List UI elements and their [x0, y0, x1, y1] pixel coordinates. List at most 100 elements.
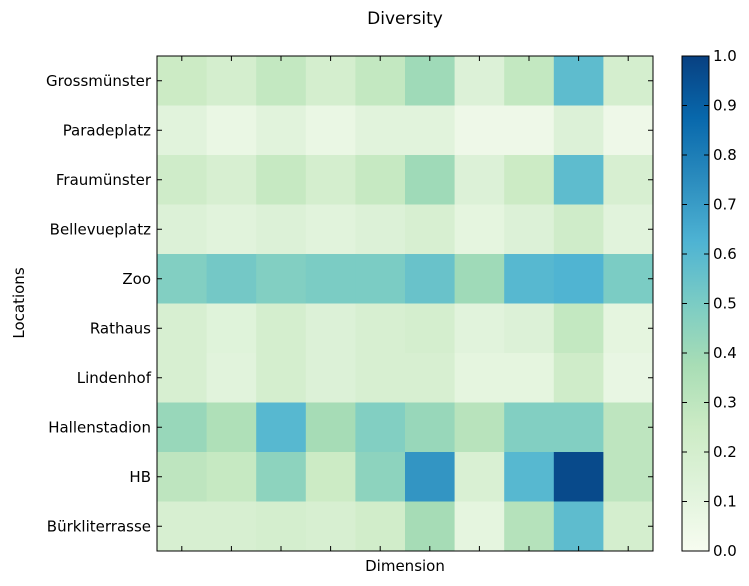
heatmap-cell	[454, 105, 505, 156]
heatmap-cell	[504, 501, 555, 552]
heatmap-cell	[157, 402, 207, 453]
heatmap-cell	[603, 56, 654, 106]
heatmap-cell	[504, 303, 555, 354]
heatmap-cell	[603, 501, 654, 552]
heatmap-cell	[157, 303, 207, 354]
y-axis-label: Locations	[10, 267, 28, 338]
heatmap-cell	[454, 303, 505, 354]
heatmap-cell	[206, 105, 257, 156]
heatmap-cell	[504, 254, 555, 304]
heatmap-cell	[256, 254, 307, 304]
heatmap-cell	[553, 452, 604, 502]
heatmap-cell	[256, 402, 307, 453]
column-ticks	[181, 56, 629, 551]
heatmap-cell	[405, 452, 455, 502]
heatmap-cell	[553, 303, 604, 354]
heatmap-cell	[355, 303, 406, 354]
heatmap-cell	[256, 155, 307, 205]
colorbar-tick-label: 0.6	[713, 245, 737, 263]
heatmap-cell	[504, 105, 555, 156]
heatmap-cell	[504, 56, 555, 106]
heatmap-cell	[256, 204, 307, 255]
plot-frame	[156, 55, 654, 552]
heatmap-cell	[355, 105, 406, 156]
heatmap-cell	[355, 204, 406, 255]
colorbar-tick-label: 0.1	[713, 493, 737, 511]
heatmap-cell	[305, 105, 356, 156]
row-tick-label: Fraumünster	[56, 171, 152, 189]
colorbar-ticks: 0.0 0.1 0.2 0.3 0.4 0.5 0.6 0.7 0.8 0.9 1.0	[682, 47, 737, 560]
heatmap-cell	[454, 204, 505, 255]
heatmap-cell	[305, 204, 356, 255]
heatmap-cell	[405, 56, 455, 106]
colorbar-tick-label: 0.9	[713, 97, 737, 115]
heatmap-cell	[603, 155, 654, 205]
colorbar-tick-label: 0.4	[713, 344, 737, 362]
heatmap-cell	[405, 254, 455, 304]
heatmap-cell	[405, 303, 455, 354]
heatmap-cell	[305, 501, 356, 552]
heatmap-cell	[355, 254, 406, 304]
row-tick-label: HB	[129, 468, 151, 486]
heatmap-cell	[355, 402, 406, 453]
heatmap-cell	[603, 204, 654, 255]
heatmap-cell	[305, 353, 356, 403]
heatmap-cell	[603, 353, 654, 403]
heatmap-cell	[504, 155, 555, 205]
heatmap-cell	[206, 501, 257, 552]
heatmap-cell	[206, 56, 257, 106]
colorbar-tick-label: 0.8	[713, 146, 737, 164]
heatmap-cell	[504, 452, 555, 502]
colorbar-tick-label: 0.0	[713, 542, 737, 560]
colorbar-tick-label: 0.3	[713, 394, 737, 412]
heatmap-cell	[256, 501, 307, 552]
colorbar-tick-label: 0.2	[713, 443, 737, 461]
heatmap-cells	[157, 56, 654, 552]
heatmap-cell	[206, 353, 257, 403]
colorbar-tick-label: 1.0	[713, 47, 737, 65]
heatmap-cell	[405, 105, 455, 156]
heatmap-cell	[603, 402, 654, 453]
row-tick-label: Paradeplatz	[63, 121, 151, 139]
row-ticks: Grossmünster Paradeplatz Fraumünster Bellev…	[46, 72, 653, 535]
heatmap-cell	[206, 155, 257, 205]
heatmap-cell	[454, 501, 505, 552]
row-tick-label: Lindenhof	[77, 369, 152, 387]
heatmap-cell	[454, 56, 505, 106]
heatmap-cell	[157, 353, 207, 403]
heatmap-cell	[553, 155, 604, 205]
heatmap-cell	[206, 402, 257, 453]
row-tick-label: Zoo	[122, 270, 151, 288]
heatmap-cell	[305, 452, 356, 502]
x-axis-label: Dimension	[365, 557, 445, 575]
heatmap-cell	[206, 303, 257, 354]
heatmap-cell	[305, 56, 356, 106]
heatmap-cell	[157, 501, 207, 552]
row-tick-label: Rathaus	[90, 319, 151, 337]
heatmap-cell	[305, 254, 356, 304]
row-tick-label: Grossmünster	[46, 72, 152, 90]
heatmap-cell	[504, 204, 555, 255]
heatmap-cell	[553, 402, 604, 453]
heatmap-cell	[454, 155, 505, 205]
heatmap-cell	[454, 452, 505, 502]
row-tick-label: Hallenstadion	[48, 418, 151, 436]
heatmap-cell	[553, 204, 604, 255]
heatmap-cell	[256, 353, 307, 403]
row-tick-label: Bellevueplatz	[50, 220, 151, 238]
heatmap-cell	[504, 353, 555, 403]
heatmap-cell	[355, 56, 406, 106]
colorbar-tick-label: 0.5	[713, 295, 737, 313]
heatmap-cell	[157, 155, 207, 205]
heatmap-cell	[603, 105, 654, 156]
row-tick-label: Bürkliterrasse	[47, 517, 151, 535]
heatmap-cell	[603, 303, 654, 354]
heatmap-cell	[256, 105, 307, 156]
heatmap-cell	[355, 501, 406, 552]
colorbar-tick-label: 0.7	[713, 196, 737, 214]
heatmap-cell	[256, 303, 307, 354]
heatmap-cell	[157, 56, 207, 106]
heatmap-cell	[157, 452, 207, 502]
heatmap-cell	[454, 402, 505, 453]
